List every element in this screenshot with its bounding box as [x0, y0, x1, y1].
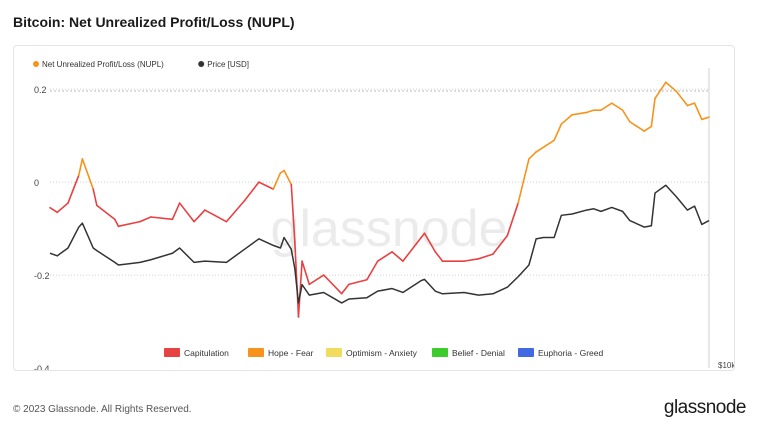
nupl-segment	[423, 232, 437, 253]
glassnode-logo: glassnode	[663, 397, 747, 418]
nupl-segment	[272, 172, 282, 190]
nupl-segment	[542, 139, 555, 149]
nupl-segment	[600, 102, 613, 111]
nupl-segment	[664, 81, 678, 93]
nupl-segment	[675, 90, 689, 107]
nupl-segment	[585, 109, 595, 114]
nupl-segment	[139, 216, 152, 223]
nupl-segment	[78, 158, 84, 176]
nupl-segment	[643, 125, 653, 132]
nupl-segment	[654, 81, 667, 100]
nupl-segment	[621, 109, 631, 123]
nupl-chart[interactable]: glassnode -0.4-0.200.2$10k 12. Sep26. Se…	[14, 46, 736, 386]
nupl-segment	[506, 202, 519, 237]
y-tick-label: -0.2	[34, 271, 50, 281]
series	[49, 81, 710, 318]
nupl-segment	[571, 111, 588, 116]
nupl-segment	[290, 183, 296, 244]
nupl-segment	[686, 102, 696, 107]
nupl-segment	[528, 151, 537, 160]
chart-panel: glassnode -0.4-0.200.2$10k 12. Sep26. Se…	[13, 45, 736, 386]
y2-tick-label: $10k	[718, 361, 734, 370]
nupl-segment	[92, 188, 98, 207]
nupl-segment	[171, 202, 181, 221]
y-tick-label: 0.2	[34, 85, 47, 95]
nupl-segment	[463, 258, 480, 262]
legend-bottom-swatch	[432, 348, 448, 357]
y-axis: -0.4 -0.2 0 0.2 $10k	[34, 85, 736, 374]
nupl-segment	[117, 220, 141, 228]
nupl-segment	[402, 237, 422, 262]
legend-top-label: Price [USD]	[207, 60, 249, 69]
legend-bottom-swatch	[518, 348, 534, 357]
nupl-segment	[610, 102, 624, 111]
nupl-segment	[96, 204, 116, 221]
nupl-segment	[376, 251, 393, 262]
nupl-segment	[193, 209, 206, 223]
nupl-segment	[204, 209, 228, 223]
nupl-segment	[477, 253, 494, 260]
nupl-segment	[56, 202, 69, 214]
nupl-segment	[693, 102, 703, 121]
chart-title: Bitcoin: Net Unrealized Profit/Loss (NUP…	[13, 14, 295, 30]
nupl-segment	[49, 206, 59, 214]
nupl-segment	[258, 181, 275, 190]
nupl-segment	[366, 260, 379, 281]
legend-bottom-label: Euphoria - Greed	[538, 348, 603, 358]
nupl-segment	[434, 251, 444, 262]
nupl-segment	[650, 97, 656, 128]
nupl-segment	[553, 123, 563, 142]
nupl-segment	[628, 120, 645, 132]
nupl-segment	[535, 146, 545, 153]
price-line	[49, 184, 710, 304]
nupl-segment	[700, 116, 710, 121]
y-tick-label: -0.4	[34, 364, 50, 370]
legend-bottom-swatch	[326, 348, 342, 357]
nupl-segment	[348, 278, 368, 286]
nupl-segment	[492, 234, 509, 255]
nupl-segment	[150, 216, 174, 221]
nupl-segment	[283, 169, 293, 186]
legend-bottom-swatch	[164, 348, 180, 357]
nupl-segment	[340, 283, 350, 295]
nupl-segment	[391, 251, 404, 262]
legend-top-dot	[198, 61, 205, 67]
nupl-segment	[517, 158, 530, 204]
copyright-text: © 2023 Glassnode. All Rights Reserved.	[13, 404, 192, 415]
nupl-segment	[67, 174, 80, 204]
legend-top[interactable]: Net Unrealized Profit/Loss (NUPL) Price […	[33, 60, 249, 69]
legend-top-dot	[33, 61, 39, 67]
nupl-segment	[301, 260, 311, 286]
legend-bottom-label: Capitulation	[184, 348, 229, 358]
y-tick-label: 0	[34, 178, 39, 188]
legend-bottom-label: Belief - Denial	[452, 348, 505, 358]
nupl-segment	[322, 274, 343, 295]
legend-bottom-label: Optimism - Anxiety	[346, 348, 418, 358]
grid	[50, 68, 710, 368]
nupl-segment	[114, 218, 120, 228]
nupl-segment	[420, 232, 426, 239]
nupl-segment	[81, 158, 95, 190]
nupl-segment	[243, 181, 260, 202]
nupl-segment	[560, 113, 573, 125]
watermark-text: glassnode	[270, 200, 507, 258]
watermark: glassnode	[270, 200, 507, 258]
nupl-segment	[178, 202, 195, 223]
nupl-segment	[297, 260, 303, 318]
legend-bottom-label: Hope - Fear	[268, 348, 314, 358]
nupl-segment	[308, 274, 325, 286]
nupl-segment	[225, 199, 246, 223]
legend-top-label: Net Unrealized Profit/Loss (NUPL)	[42, 60, 164, 69]
legend-bottom-swatch	[248, 348, 264, 357]
legend-bottom[interactable]: Capitulation Hope - Fear Optimism - Anxiet…	[164, 348, 603, 358]
